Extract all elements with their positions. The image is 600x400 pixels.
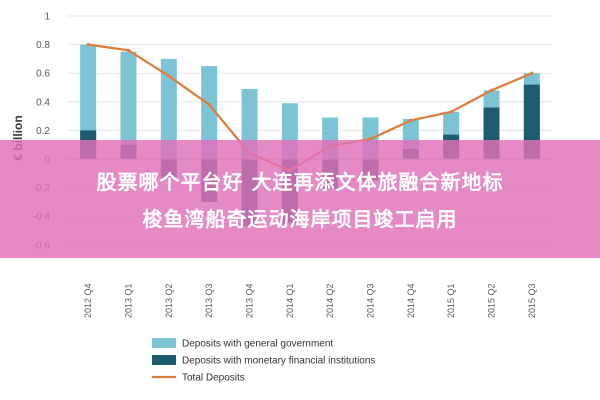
bar-general-government: [201, 66, 218, 159]
x-tick-label: 2015 Q3: [527, 283, 537, 318]
point-total-deposits: [530, 71, 534, 75]
bar-general-government: [160, 58, 177, 159]
x-tick-label: 2013 Q4: [245, 283, 255, 318]
banner-line-2: 梭鱼湾船奇运动海岸项目竣工启用: [142, 207, 458, 231]
point-total-deposits: [409, 118, 413, 122]
point-total-deposits: [368, 137, 373, 141]
x-tick-label: 2013 Q2: [164, 283, 174, 318]
y-tick-label: 0.2: [36, 126, 50, 137]
point-total-deposits: [449, 110, 453, 114]
bar-general-government: [120, 51, 137, 159]
x-tick-label: 2015 Q2: [487, 283, 497, 318]
point-total-deposits: [86, 43, 90, 47]
legend-label: Total Deposits: [182, 373, 245, 384]
y-tick-label: 0.8: [36, 40, 50, 51]
legend-label: Deposits with general government: [182, 339, 333, 350]
x-tick-label: 2014 Q2: [325, 283, 335, 318]
x-tick-label: 2013 Q1: [124, 283, 134, 318]
y-tick-label: 0.6: [36, 69, 50, 80]
x-tick-label: 2014 Q3: [366, 283, 376, 318]
overlay-banner: 股票哪个平台好 大连再添文体旅融合新地标 梭鱼湾船奇运动海岸项目竣工启用: [0, 140, 600, 258]
y-tick-label: 1: [44, 12, 50, 23]
x-tick-label: 2013 Q3: [204, 283, 214, 318]
x-tick-label: 2015 Q1: [446, 283, 456, 318]
legend-label: Deposits with monetary financial institu…: [182, 356, 375, 367]
y-tick-label: 0.4: [36, 97, 50, 108]
x-tick-label: 2014 Q4: [406, 283, 416, 318]
x-tick-label: 2012 Q4: [83, 283, 93, 318]
point-total-deposits: [167, 74, 171, 78]
banner-line-1: 股票哪个平台好 大连再添文体旅融合新地标: [96, 170, 504, 194]
point-total-deposits: [126, 48, 131, 52]
point-total-deposits: [207, 103, 211, 107]
legend-swatch-monetary-financial-institutions: [152, 355, 176, 365]
point-total-deposits: [489, 88, 494, 92]
x-tick-label: 2014 Q1: [285, 283, 295, 318]
legend-swatch-general-government: [152, 338, 176, 348]
